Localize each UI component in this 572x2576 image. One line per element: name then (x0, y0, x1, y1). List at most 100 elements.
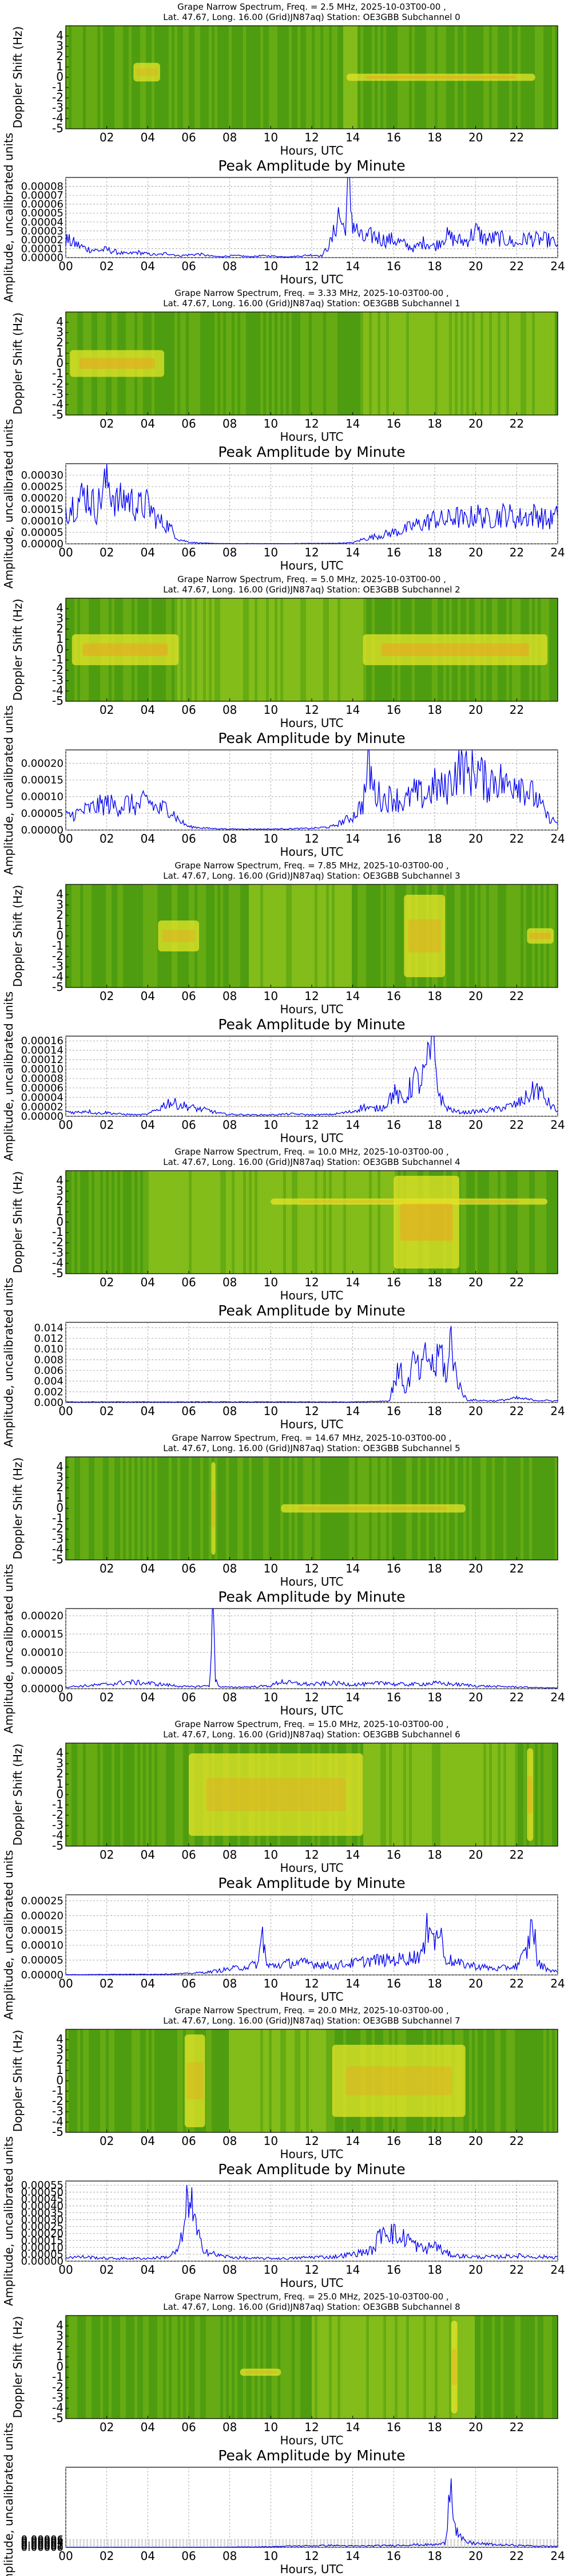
amplitude-title: Peak Amplitude by Minute (218, 1302, 405, 1319)
spectrogram-column (400, 884, 404, 987)
spectrogram-column (74, 1457, 78, 1560)
spectrogram-column (109, 2029, 112, 2132)
spectrogram-column (69, 598, 72, 701)
ytick-label: 0.00016 (21, 1035, 63, 1047)
spectrogram-column (240, 2316, 244, 2419)
xtick-label: 04 (141, 1404, 155, 1418)
spectrogram-column (292, 598, 295, 701)
spectrogram-column (372, 1743, 375, 1846)
spectrogram-column (352, 2316, 355, 2419)
spectrogram-column (214, 1171, 218, 1274)
ytick-label: 1 (56, 1491, 63, 1504)
spectrogram-column (398, 884, 401, 987)
xtick-label: 10 (264, 417, 278, 430)
spectrogram-column (332, 312, 335, 415)
spectrogram-column (232, 26, 235, 129)
xtick-label: 00 (58, 1404, 73, 1418)
spectrogram-column (86, 1171, 89, 1274)
spectrogram-column (217, 2029, 221, 2132)
spectrogram-column (243, 2316, 247, 2419)
spectrogram-column (229, 598, 232, 701)
spectrogram-column (315, 312, 318, 415)
spectrogram-column (209, 312, 212, 415)
spectrogram-column (203, 2316, 206, 2419)
spectrum-subtitle: Lat. 47.67, Long. 16.00 (Grid)JN87aq) St… (163, 584, 460, 595)
spectrogram-column (160, 2316, 164, 2419)
spectrogram-column (432, 2316, 435, 2419)
spectrogram-column (232, 598, 235, 701)
spectrogram-column (235, 884, 238, 987)
spectrogram-column (386, 1171, 390, 1274)
spectrogram-column (223, 312, 227, 415)
spectrogram-column (149, 2029, 152, 2132)
spectrogram-column (383, 2316, 387, 2419)
spectrogram-column (435, 1743, 438, 1846)
spectrogram-column (112, 2029, 115, 2132)
spectrogram-column (237, 1171, 241, 1274)
spectrogram-column (137, 884, 141, 987)
spectrogram-column (355, 884, 358, 987)
ytick-label: 1 (56, 632, 63, 646)
xtick-label: 14 (345, 2263, 360, 2277)
spectrogram-column (266, 1457, 269, 1560)
amplitude-chart: Peak Amplitude by Minute0.000000.000050.… (2, 1850, 565, 2020)
spectrogram-column (69, 26, 72, 129)
spectrogram-column (326, 884, 329, 987)
spectrogram-column (103, 1457, 106, 1560)
spectrogram-column (166, 1171, 169, 1274)
spectrogram-column (134, 1457, 138, 1560)
spectrogram-column (512, 884, 515, 987)
spectrogram-column (146, 1743, 149, 1846)
ytick-label: -5 (52, 2411, 63, 2425)
spectrogram-column (123, 1171, 126, 1274)
spectrogram-column (349, 884, 352, 987)
spectrogram-column (214, 26, 218, 129)
xtick-label: 20 (468, 259, 483, 273)
spectrogram-column (283, 312, 287, 415)
spectrogram-column (483, 1743, 487, 1846)
spectrogram-column (89, 1743, 92, 1846)
spectrogram-column (126, 1743, 129, 1846)
spectrogram-column (489, 1171, 492, 1274)
spectrogram-column (272, 2029, 275, 2132)
spectrogram-column (552, 1171, 555, 1274)
ytick-label: -5 (52, 694, 63, 708)
spectrogram-column (275, 1457, 278, 1560)
doppler-trace (404, 895, 445, 977)
spectrogram-column (357, 884, 361, 987)
spectrogram-column (277, 26, 281, 129)
xtick-label: 22 (510, 259, 524, 273)
spectrogram-column (315, 2316, 318, 2419)
ytick-label: -2 (52, 90, 63, 104)
spectrogram-column (109, 884, 112, 987)
spectrogram-column (463, 2316, 467, 2419)
spectrogram-column (246, 2316, 249, 2419)
spectrogram-column (543, 2029, 547, 2132)
xtick-label: 20 (468, 417, 483, 430)
xtick-label: 10 (264, 259, 278, 273)
spectrogram-column (94, 2029, 98, 2132)
spectrogram-column (486, 312, 490, 415)
xtick-label: 10 (264, 832, 278, 846)
spectrogram-column (492, 1171, 495, 1274)
spectrogram-column (363, 2316, 367, 2419)
xtick-label: 20 (468, 546, 483, 559)
spectrogram-column (197, 1171, 201, 1274)
xtick-label: 04 (141, 1275, 155, 1289)
spectrogram-column (209, 1457, 212, 1560)
spectrogram-column (452, 1743, 455, 1846)
spectrogram-column (549, 1171, 553, 1274)
spectrogram-column (489, 1743, 492, 1846)
spectrogram-column (183, 598, 186, 701)
spectrogram-column (246, 1171, 249, 1274)
xtick-label: 06 (181, 832, 196, 846)
x-axis-label: Hours, UTC (280, 1704, 344, 1717)
spectrogram-column (212, 1171, 215, 1274)
xtick-label: 06 (181, 259, 196, 273)
spectrogram-column (426, 2316, 430, 2419)
spectrogram-column (329, 312, 332, 415)
spectrogram-column (166, 2029, 169, 2132)
spectrogram-column (432, 1743, 435, 1846)
ytick-label: 0 (56, 70, 63, 84)
